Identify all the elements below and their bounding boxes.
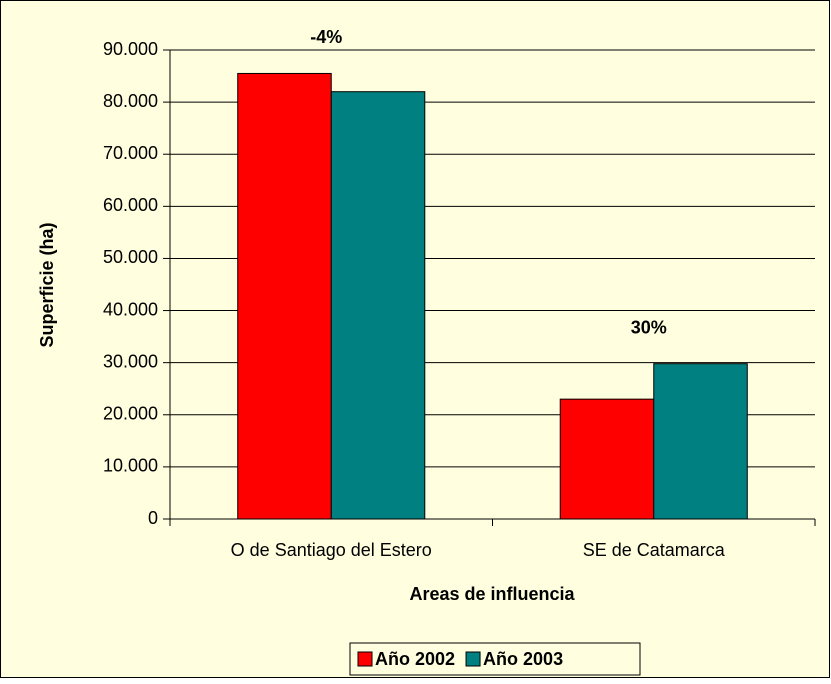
- y-tick-label: 70.000: [103, 143, 158, 163]
- y-tick-label: 90.000: [103, 39, 158, 59]
- y-tick-label: 10.000: [103, 456, 158, 476]
- y-tick-label: 60.000: [103, 195, 158, 215]
- y-tick-label: 50.000: [103, 247, 158, 267]
- legend-swatch: [357, 651, 373, 667]
- bar: [559, 398, 655, 520]
- legend-label: Año 2003: [483, 649, 563, 669]
- legend-label: Año 2002: [375, 649, 455, 669]
- y-tick-label: 0: [148, 508, 158, 528]
- bar: [237, 72, 332, 520]
- annotation: 30%: [631, 317, 667, 337]
- x-tick-label: SE de Catamarca: [583, 540, 726, 560]
- bar: [330, 91, 426, 520]
- x-tick-label: O de Santiago del Estero: [231, 540, 432, 560]
- y-tick-label: 30.000: [103, 351, 158, 371]
- annotation: -4%: [310, 27, 342, 47]
- bar: [653, 363, 748, 520]
- y-axis-label: Superficie (ha): [37, 222, 57, 347]
- y-tick-label: 20.000: [103, 404, 158, 424]
- y-tick-label: 40.000: [103, 299, 158, 319]
- x-axis-label: Areas de influencia: [409, 584, 575, 604]
- y-tick-label: 80.000: [103, 91, 158, 111]
- legend-box: [349, 642, 641, 676]
- legend-swatch: [465, 651, 481, 667]
